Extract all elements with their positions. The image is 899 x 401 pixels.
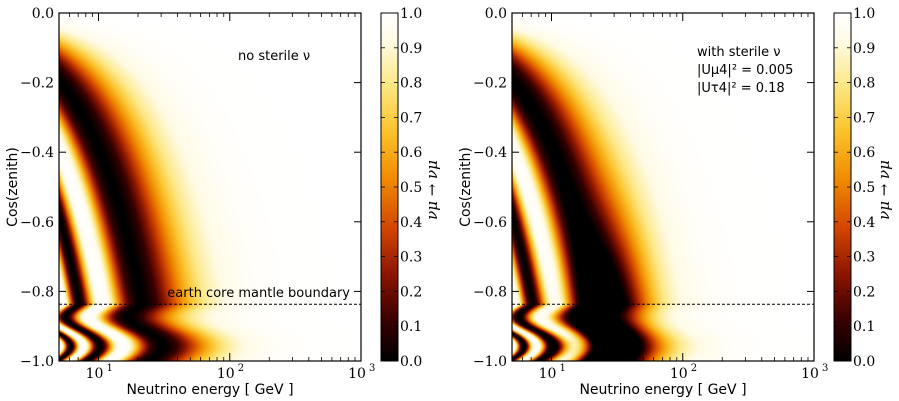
y-tick-label: −0.4 [473,145,507,161]
y-tick-label: 0.0 [32,6,54,22]
left-colorbar: 0.0 0.1 0.2 0.3 0.4 0.5 0.6 0.7 0.8 0.9 1.0 νμ → ν… [380,6,441,370]
colorbar-tick-label: 0.4 [400,215,422,231]
y-tick-label: −1.0 [473,354,507,370]
colorbar-tick-label: 0.3 [853,250,875,266]
y-tick-label: −0.8 [20,284,54,300]
x-tick-label: 10 [670,366,688,382]
colorbar-tick-label: 0.9 [853,41,875,57]
colorbar-tick-label: 0.8 [400,76,422,92]
left-core-mantle-label: earth core mantle boundary [167,286,350,301]
x-tick-label: 10 [539,366,557,382]
y-tick-label: −0.8 [473,284,507,300]
x-tick-label: 10 [801,366,819,382]
right-annotation-line-3: |Uτ4|² = 0.18 [697,81,785,96]
right-colorbar: 0.0 0.1 0.2 0.3 0.4 0.5 0.6 0.7 0.8 0.9 1.0 νμ → ν… [833,6,893,370]
x-tick-exponent: 1 [107,363,113,374]
colorbar-tick-label: 0.5 [853,180,875,196]
left-annotation-line: no sterile ν [238,49,310,64]
colorbar-tick-label: 0.3 [400,250,422,266]
y-tick-label: −0.6 [20,215,54,231]
colorbar-tick-label: 0.6 [853,145,875,161]
colorbar-tick-label: 0.1 [400,319,422,335]
colorbar-tick-label: 1.0 [853,6,875,22]
y-tick-label: −1.0 [20,354,54,370]
colorbar-tick-label: 0.9 [400,41,422,57]
colorbar-tick-label: 0.2 [400,284,422,300]
y-tick-label: −0.2 [20,76,54,92]
right-plot-frame [511,12,815,362]
x-tick-exponent: 2 [691,363,697,374]
colorbar-tick-label: 0.2 [853,284,875,300]
colorbar-tick-label: 0.8 [853,76,875,92]
right-heatmap [512,13,814,361]
left-heatmap [59,13,361,361]
left-ylabel: Cos(zenith) [5,147,21,227]
left-plot: 0.0−0.2−0.4−0.6−0.8−1.010 1 10 2 10 3 earth c… [5,6,375,398]
right-plot: 0.0−0.2−0.4−0.6−0.8−1.010 1 10 2 10 3 with st… [458,6,828,398]
colorbar-tick-label: 0.7 [853,110,875,126]
y-tick-label: −0.6 [473,215,507,231]
x-tick-label: 10 [217,366,235,382]
left-plot-frame [58,12,362,362]
colorbar-tick-label: 0.6 [400,145,422,161]
x-tick-exponent: 3 [369,363,375,374]
x-tick-exponent: 2 [238,363,244,374]
x-tick-label: 10 [86,366,104,382]
right-annotation-line-2: |Uμ4|² = 0.005 [697,63,793,78]
left-xlabel: Neutrino energy [ GeV ] [126,382,293,398]
right-colorbar-label: νμ → νμ [875,160,893,220]
y-tick-label: 0.0 [485,6,507,22]
y-tick-label: −0.2 [473,76,507,92]
y-tick-label: −0.4 [20,145,54,161]
colorbar-tick-label: 1.0 [400,6,422,22]
colorbar-tick-label: 0.5 [400,180,422,196]
x-tick-exponent: 1 [560,363,566,374]
right-xlabel: Neutrino energy [ GeV ] [579,382,746,398]
colorbar-tick-label: 0.4 [853,215,875,231]
right-annotation-line-1: with sterile ν [697,45,781,60]
colorbar-tick-label: 0.0 [853,354,875,370]
colorbar-tick-label: 0.7 [400,110,422,126]
right-ylabel: Cos(zenith) [458,147,474,227]
left-colorbar-label: νμ → νμ [423,160,441,220]
colorbar-tick-label: 0.0 [400,354,422,370]
colorbar-tick-label: 0.1 [853,319,875,335]
x-tick-exponent: 3 [822,363,828,374]
x-tick-label: 10 [348,366,366,382]
